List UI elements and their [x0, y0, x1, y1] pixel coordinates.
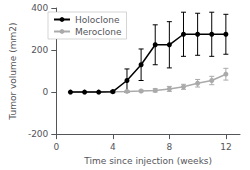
svg-text:200: 200	[31, 45, 48, 55]
svg-text:400: 400	[31, 3, 48, 13]
svg-text:Time since injection (weeks): Time since injection (weeks)	[83, 156, 212, 166]
svg-text:0: 0	[53, 142, 59, 152]
svg-text:4: 4	[110, 142, 116, 152]
svg-text:12: 12	[220, 142, 231, 152]
svg-text:Meroclone: Meroclone	[75, 27, 122, 37]
svg-text:0: 0	[43, 87, 49, 97]
svg-text:8: 8	[166, 142, 172, 152]
svg-text:Tumor volume (mm2): Tumor volume (mm2)	[8, 22, 18, 120]
svg-text:Holoclone: Holoclone	[75, 15, 120, 25]
svg-text:-200: -200	[28, 129, 49, 139]
